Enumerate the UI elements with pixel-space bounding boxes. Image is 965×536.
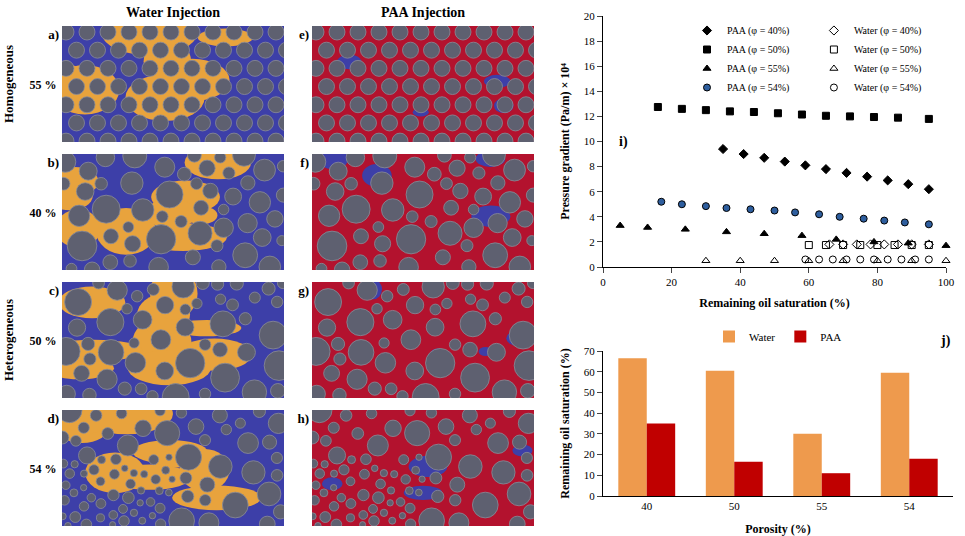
svg-text:Water: Water — [749, 331, 775, 343]
svg-text:54: 54 — [904, 500, 916, 512]
svg-text:Water (φ = 50%): Water (φ = 50%) — [854, 44, 922, 56]
svg-text:Remaining oil saturation (%): Remaining oil saturation (%) — [699, 296, 849, 310]
svg-text:80: 80 — [872, 276, 884, 288]
svg-text:50: 50 — [729, 500, 741, 512]
svg-text:PAA Injection: PAA Injection — [381, 5, 465, 20]
svg-text:Pressure gradient (Pa/m) × 10⁴: Pressure gradient (Pa/m) × 10⁴ — [558, 63, 572, 220]
svg-text:10: 10 — [584, 469, 596, 481]
svg-text:10: 10 — [584, 135, 596, 147]
svg-text:d): d) — [47, 411, 59, 426]
svg-text:0: 0 — [589, 490, 595, 502]
svg-text:100: 100 — [938, 276, 955, 288]
svg-text:14: 14 — [584, 85, 596, 97]
svg-text:PAA (φ = 55%): PAA (φ = 55%) — [727, 63, 789, 75]
svg-text:a): a) — [48, 27, 59, 42]
svg-text:60: 60 — [803, 276, 815, 288]
svg-text:Remaining oil saturation (%): Remaining oil saturation (%) — [558, 348, 572, 498]
svg-text:16: 16 — [584, 60, 596, 72]
svg-text:54 %: 54 % — [30, 462, 57, 476]
svg-text:Water (φ = 55%): Water (φ = 55%) — [854, 63, 922, 75]
svg-text:Water Injection: Water Injection — [126, 5, 220, 20]
svg-text:PAA: PAA — [820, 331, 841, 343]
svg-text:e): e) — [299, 27, 309, 42]
svg-text:0: 0 — [600, 276, 606, 288]
svg-text:40 %: 40 % — [30, 206, 57, 220]
svg-text:20: 20 — [584, 10, 596, 22]
svg-text:b): b) — [47, 155, 59, 170]
svg-text:40: 40 — [735, 276, 747, 288]
svg-text:4: 4 — [589, 211, 595, 223]
svg-text:Homogeneous: Homogeneous — [1, 45, 16, 123]
svg-text:0: 0 — [589, 261, 595, 273]
svg-text:PAA (φ = 54%): PAA (φ = 54%) — [727, 82, 789, 94]
svg-text:20: 20 — [666, 276, 678, 288]
svg-text:c): c) — [49, 283, 59, 298]
svg-text:55 %: 55 % — [30, 78, 57, 92]
svg-text:50: 50 — [584, 386, 596, 398]
svg-text:Water (φ = 40%): Water (φ = 40%) — [854, 25, 922, 37]
svg-text:6: 6 — [589, 186, 595, 198]
svg-text:j): j) — [940, 333, 951, 349]
svg-text:18: 18 — [584, 35, 596, 47]
svg-text:PAA (φ = 50%): PAA (φ = 50%) — [727, 44, 789, 56]
svg-text:70: 70 — [584, 345, 596, 357]
svg-text:8: 8 — [589, 160, 595, 172]
svg-text:55: 55 — [816, 500, 828, 512]
svg-text:f): f) — [300, 155, 309, 170]
svg-text:g): g) — [298, 283, 309, 298]
svg-text:Water (φ = 54%): Water (φ = 54%) — [854, 82, 922, 94]
svg-text:30: 30 — [584, 428, 596, 440]
svg-text:Porosity (%): Porosity (%) — [745, 522, 810, 536]
svg-text:50 %: 50 % — [30, 334, 57, 348]
svg-text:40: 40 — [641, 500, 653, 512]
svg-text:12: 12 — [584, 110, 595, 122]
svg-text:PAA (φ = 40%): PAA (φ = 40%) — [727, 25, 789, 37]
svg-text:60: 60 — [584, 366, 596, 378]
svg-text:40: 40 — [584, 407, 596, 419]
svg-text:Heterogeneous: Heterogeneous — [1, 299, 16, 381]
svg-text:2: 2 — [589, 236, 595, 248]
svg-text:h): h) — [297, 411, 309, 426]
svg-text:20: 20 — [584, 448, 596, 460]
svg-text:i): i) — [619, 134, 628, 150]
